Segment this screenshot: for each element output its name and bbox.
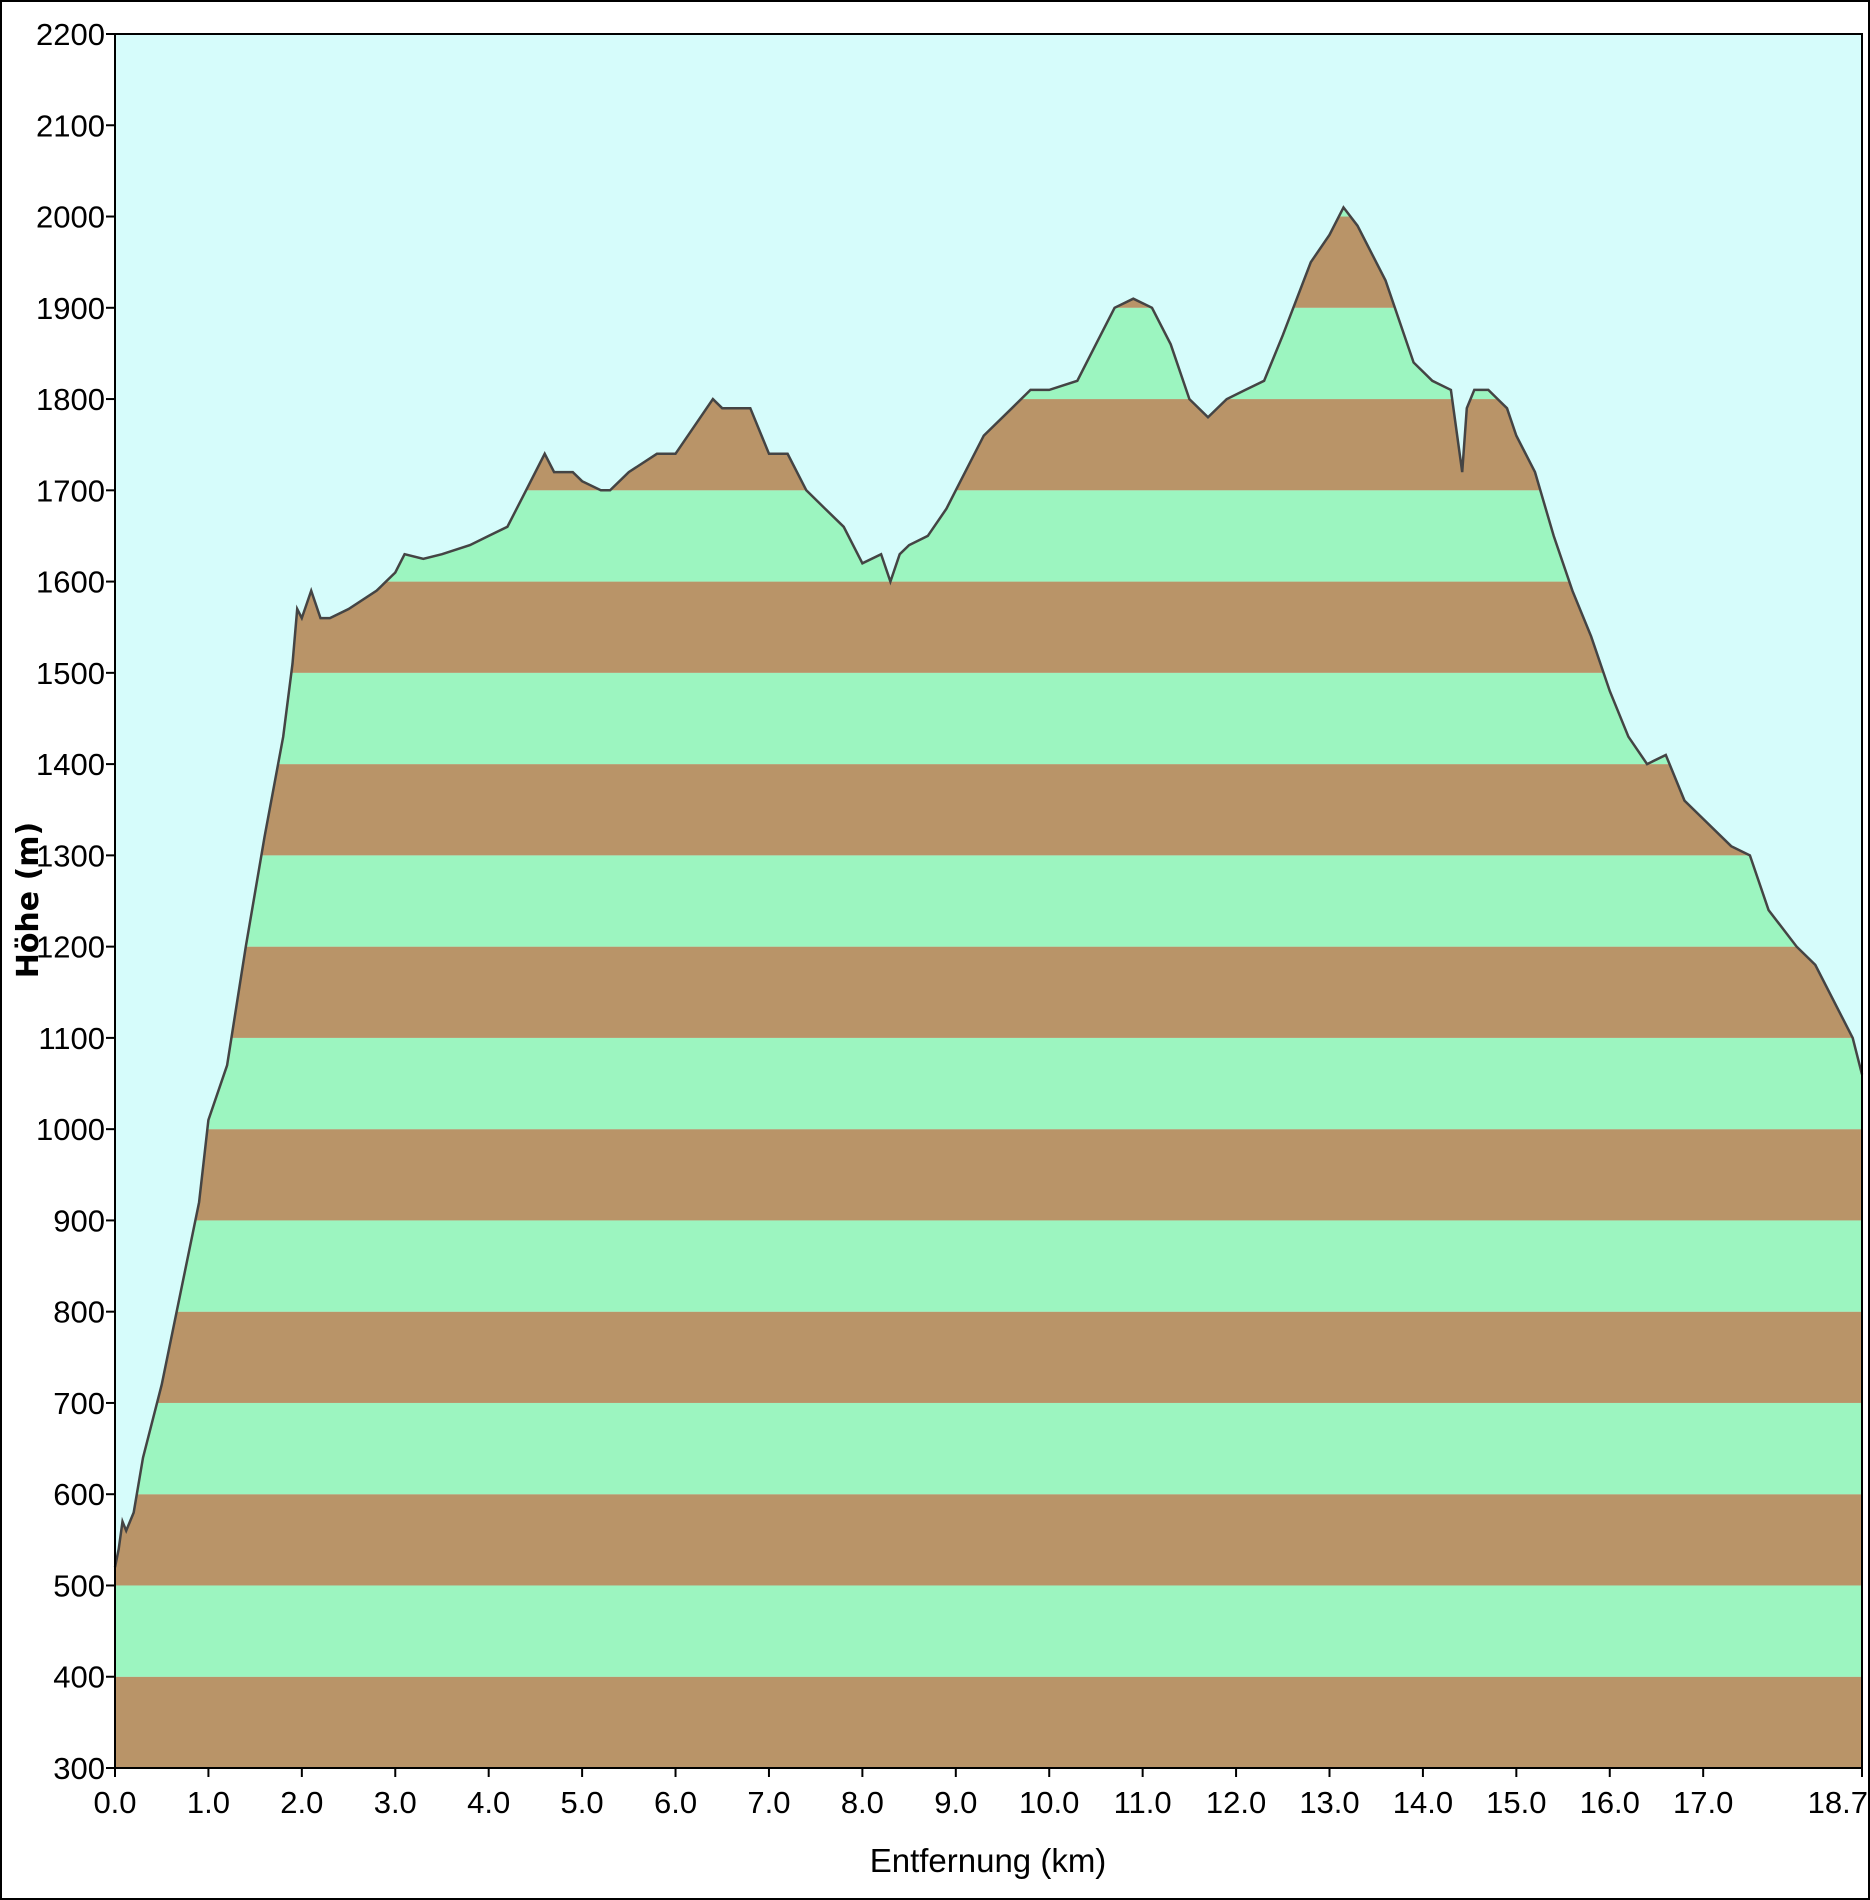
y-tick-label: 400 xyxy=(53,1660,105,1695)
y-tick-label: 1200 xyxy=(36,930,105,965)
x-tick-label: 12.0 xyxy=(1206,1785,1266,1820)
y-tick-label: 1400 xyxy=(36,747,105,782)
elevation-band xyxy=(115,764,1862,856)
plot-frame xyxy=(114,33,1863,1769)
x-tick-label: 10.0 xyxy=(1019,1785,1079,1820)
elevation-band xyxy=(115,946,1862,1038)
y-tick-label: 1000 xyxy=(36,1112,105,1147)
x-tick-label: 0.0 xyxy=(93,1785,136,1820)
y-tick-label: 1500 xyxy=(36,656,105,691)
y-axis-title: Höhe (m) xyxy=(11,822,46,979)
y-tick-label: 700 xyxy=(53,1386,105,1421)
plot-area xyxy=(113,33,1864,1769)
y-tick-label: 2200 xyxy=(36,17,105,52)
elevation-bands xyxy=(115,207,1862,1768)
y-tick-label: 1700 xyxy=(36,473,105,508)
elevation-band xyxy=(115,1585,1862,1677)
x-tick-label: 4.0 xyxy=(467,1785,510,1820)
x-axis-title: Entfernung (km) xyxy=(870,1842,1107,1879)
elevation-band xyxy=(115,1402,1862,1495)
x-tick-label: 11.0 xyxy=(1114,1785,1172,1820)
x-tick-label: 16.0 xyxy=(1580,1785,1640,1820)
x-tick-label: 13.0 xyxy=(1299,1785,1359,1820)
x-tick-label: 17.0 xyxy=(1673,1785,1733,1820)
elevation-band xyxy=(115,581,1862,673)
elevation-band xyxy=(115,855,1862,947)
y-tick-label: 300 xyxy=(53,1751,105,1786)
y-tick-label: 900 xyxy=(53,1203,105,1238)
y-tick-label: 600 xyxy=(53,1477,105,1512)
x-tick-label: 14.0 xyxy=(1393,1785,1453,1820)
elevation-band xyxy=(115,1311,1862,1403)
x-tick-label: 5.0 xyxy=(561,1785,604,1820)
y-tick-label: 800 xyxy=(53,1295,105,1330)
y-tick-label: 1900 xyxy=(36,291,105,326)
elevation-band xyxy=(115,1676,1862,1768)
y-tick-label: 1800 xyxy=(36,382,105,417)
x-tick-label: 6.0 xyxy=(654,1785,697,1820)
x-tick-label: 8.0 xyxy=(841,1785,884,1820)
x-axis: 0.0 1.0 2.0 3.0 4.0 5.0 6.0 7.0 8.0 9.0 10.0 11.0 12… xyxy=(93,1768,1868,1820)
x-tick-label: 2.0 xyxy=(280,1785,323,1820)
y-tick-label: 1100 xyxy=(38,1021,105,1056)
x-tick-label: 15.0 xyxy=(1486,1785,1546,1820)
elevation-band xyxy=(115,1037,1862,1130)
elevation-band xyxy=(115,672,1862,765)
y-tick-label: 500 xyxy=(53,1568,105,1603)
y-tick-label: 2100 xyxy=(36,108,105,143)
x-tick-label: 1.0 xyxy=(187,1785,230,1820)
x-tick-label: 7.0 xyxy=(747,1785,790,1820)
y-axis: 300 400 500 600 700 800 900 1000 1100 1200 1300 140… xyxy=(36,17,115,1786)
x-tick-label: 18.7 xyxy=(1808,1785,1868,1820)
x-tick-label: 3.0 xyxy=(374,1785,417,1820)
elevation-band xyxy=(115,1494,1862,1586)
elevation-band xyxy=(115,1129,1862,1221)
y-tick-label: 2000 xyxy=(36,200,105,235)
elevation-profile-line xyxy=(113,205,1864,1568)
elevation-band xyxy=(115,1220,1862,1312)
x-tick-label: 9.0 xyxy=(934,1785,977,1820)
y-tick-label: 1300 xyxy=(36,838,105,873)
y-tick-label: 1600 xyxy=(36,565,105,600)
